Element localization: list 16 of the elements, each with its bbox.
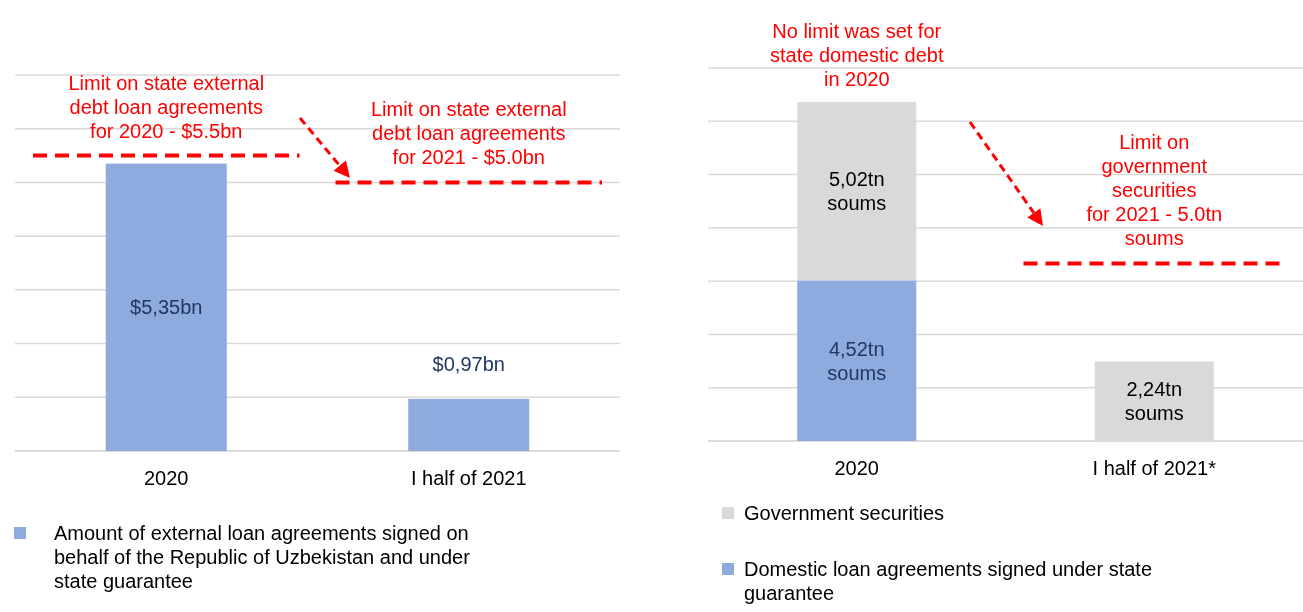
data-label: 4,52tn soums: [827, 337, 887, 384]
data-label: $0,97bn: [432, 352, 505, 375]
x-tick-label: I half of 2021*: [1092, 457, 1217, 479]
x-tick-label: 2020: [834, 457, 879, 479]
data-label: 2,24tn soums: [1124, 378, 1184, 425]
ref-line-label: Limit on government securities for 2021 - 5.0tn soums: [1086, 131, 1223, 250]
x-tick-label: 2020: [144, 467, 189, 489]
ref-line-label: Limit on state external debt loan agreements for 2020 - $5.5bn: [68, 71, 265, 142]
legend-label: Domestic loan agreements signed under state guarantee: [744, 558, 1153, 604]
x-tick-label: I half of 2021: [410, 467, 527, 489]
legend-label: Government securities: [744, 502, 945, 524]
annotation: No limit was set for state domestic debt in 2020: [770, 20, 944, 91]
data-label: $5,35bn: [130, 296, 203, 319]
legend-label: Amount of external loan agreements signed on behalf of the Republic of Uzbekistan and under state guarantee: [54, 522, 471, 592]
legend-label: Limit on state external debt loan agreements for 2021 - $5.0bn: [370, 98, 567, 169]
data-label: 5,02tn soums: [827, 168, 887, 215]
